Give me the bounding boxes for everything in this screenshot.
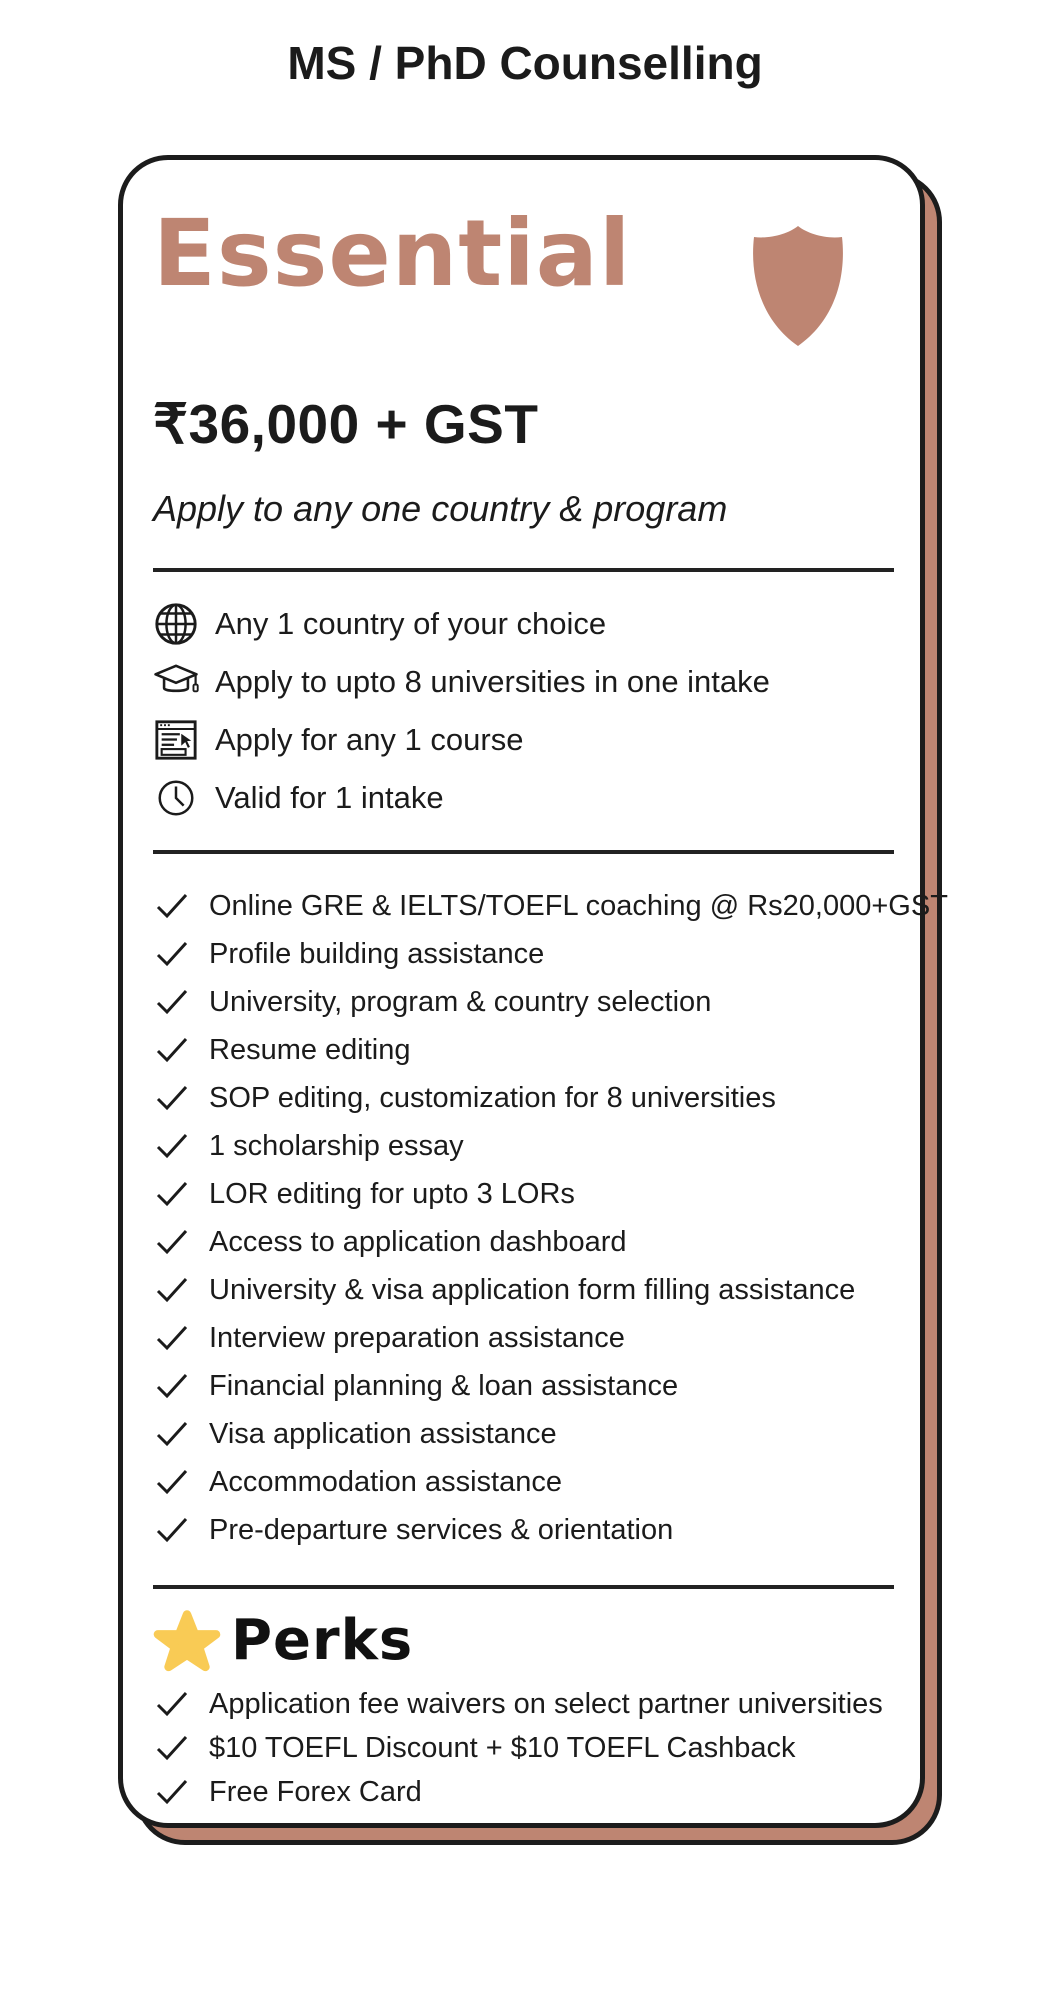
perks-header: Perks bbox=[153, 1607, 894, 1673]
feature-item: Financial planning & loan assistance bbox=[153, 1369, 894, 1403]
feature-item: University & visa application form filli… bbox=[153, 1273, 894, 1307]
check-icon bbox=[153, 987, 191, 1017]
check-icon bbox=[153, 1323, 191, 1353]
perk-item: Application fee waivers on select partne… bbox=[153, 1687, 894, 1721]
perk-item-label: Application fee waivers on select partne… bbox=[209, 1687, 883, 1720]
feature-item-label: LOR editing for upto 3 LORs bbox=[209, 1177, 575, 1210]
feature-list: Online GRE & IELTS/TOEFL coaching @ Rs20… bbox=[153, 889, 948, 1547]
check-icon bbox=[153, 939, 191, 969]
summary-item: Apply for any 1 course bbox=[153, 716, 894, 764]
check-icon bbox=[153, 1515, 191, 1545]
divider bbox=[153, 1585, 894, 1589]
check-icon bbox=[153, 1371, 191, 1401]
feature-item-label: University & visa application form filli… bbox=[209, 1273, 856, 1306]
check-icon bbox=[153, 1689, 191, 1719]
feature-item: 1 scholarship essay bbox=[153, 1129, 894, 1163]
feature-item: University, program & country selection bbox=[153, 985, 894, 1019]
summary-item: Valid for 1 intake bbox=[153, 774, 894, 822]
divider bbox=[153, 850, 894, 854]
feature-item-label: Interview preparation assistance bbox=[209, 1321, 625, 1354]
perks-list: Application fee waivers on select partne… bbox=[153, 1687, 894, 1809]
globe-icon bbox=[153, 601, 199, 647]
check-icon bbox=[153, 1467, 191, 1497]
feature-item-label: SOP editing, customization for 8 univers… bbox=[209, 1081, 776, 1114]
feature-item: Accommodation assistance bbox=[153, 1465, 894, 1499]
feature-item-label: 1 scholarship essay bbox=[209, 1129, 464, 1162]
summary-list: Any 1 country of your choice Apply to up… bbox=[153, 600, 894, 822]
feature-item-label: Accommodation assistance bbox=[209, 1465, 562, 1498]
feature-item: Online GRE & IELTS/TOEFL coaching @ Rs20… bbox=[153, 889, 948, 923]
feature-item: Profile building assistance bbox=[153, 937, 894, 971]
course-form-icon bbox=[153, 717, 199, 763]
divider bbox=[153, 568, 894, 572]
feature-item: Access to application dashboard bbox=[153, 1225, 894, 1259]
plan-name: Essential bbox=[153, 200, 632, 307]
feature-item-label: Financial planning & loan assistance bbox=[209, 1369, 679, 1402]
summary-item: Any 1 country of your choice bbox=[153, 600, 894, 648]
page-title: MS / PhD Counselling bbox=[287, 37, 763, 89]
check-icon bbox=[153, 1733, 191, 1763]
feature-item: SOP editing, customization for 8 univers… bbox=[153, 1081, 894, 1115]
check-icon bbox=[153, 1035, 191, 1065]
plan-price: ₹36,000 + GST bbox=[153, 393, 539, 455]
check-icon bbox=[153, 1777, 191, 1807]
summary-item: Apply to upto 8 universities in one inta… bbox=[153, 658, 894, 706]
perk-item: Free Forex Card bbox=[153, 1775, 894, 1809]
plan-header: Essential bbox=[153, 204, 894, 352]
perk-item-label: $10 TOEFL Discount + $10 TOEFL Cashback bbox=[209, 1731, 796, 1764]
feature-item-label: Visa application assistance bbox=[209, 1417, 557, 1450]
check-icon bbox=[153, 1179, 191, 1209]
perk-item-label: Free Forex Card bbox=[209, 1775, 422, 1808]
check-icon bbox=[153, 1083, 191, 1113]
feature-item: LOR editing for upto 3 LORs bbox=[153, 1177, 894, 1211]
check-icon bbox=[153, 891, 191, 921]
check-icon bbox=[153, 1131, 191, 1161]
feature-item: Resume editing bbox=[153, 1033, 894, 1067]
feature-item: Interview preparation assistance bbox=[153, 1321, 894, 1355]
clock-icon bbox=[153, 775, 199, 821]
feature-item-label: University, program & country selection bbox=[209, 985, 712, 1018]
card-front: Essential ₹36,000 + GST Apply to any one… bbox=[118, 155, 948, 1828]
feature-item-label: Online GRE & IELTS/TOEFL coaching @ Rs20… bbox=[209, 889, 948, 922]
feature-item-label: Access to application dashboard bbox=[209, 1225, 627, 1258]
pricing-card: Essential ₹36,000 + GST Apply to any one… bbox=[118, 155, 948, 1845]
star-icon bbox=[153, 1607, 221, 1673]
check-icon bbox=[153, 1275, 191, 1305]
check-icon bbox=[153, 1227, 191, 1257]
plan-tagline: Apply to any one country & program bbox=[153, 488, 728, 529]
summary-item-label: Valid for 1 intake bbox=[215, 780, 444, 815]
feature-item: Pre-departure services & orientation bbox=[153, 1513, 894, 1547]
feature-item: Visa application assistance bbox=[153, 1417, 894, 1451]
perks-title: Perks bbox=[231, 1607, 414, 1673]
feature-item-label: Pre-departure services & orientation bbox=[209, 1513, 674, 1546]
summary-item-label: Apply for any 1 course bbox=[215, 722, 524, 757]
feature-item-label: Resume editing bbox=[209, 1033, 411, 1066]
shield-icon bbox=[746, 220, 850, 352]
summary-item-label: Any 1 country of your choice bbox=[215, 606, 607, 641]
check-icon bbox=[153, 1419, 191, 1449]
feature-item-label: Profile building assistance bbox=[209, 937, 545, 970]
graduation-cap-icon bbox=[153, 659, 199, 705]
summary-item-label: Apply to upto 8 universities in one inta… bbox=[215, 664, 770, 699]
perk-item: $10 TOEFL Discount + $10 TOEFL Cashback bbox=[153, 1731, 894, 1765]
